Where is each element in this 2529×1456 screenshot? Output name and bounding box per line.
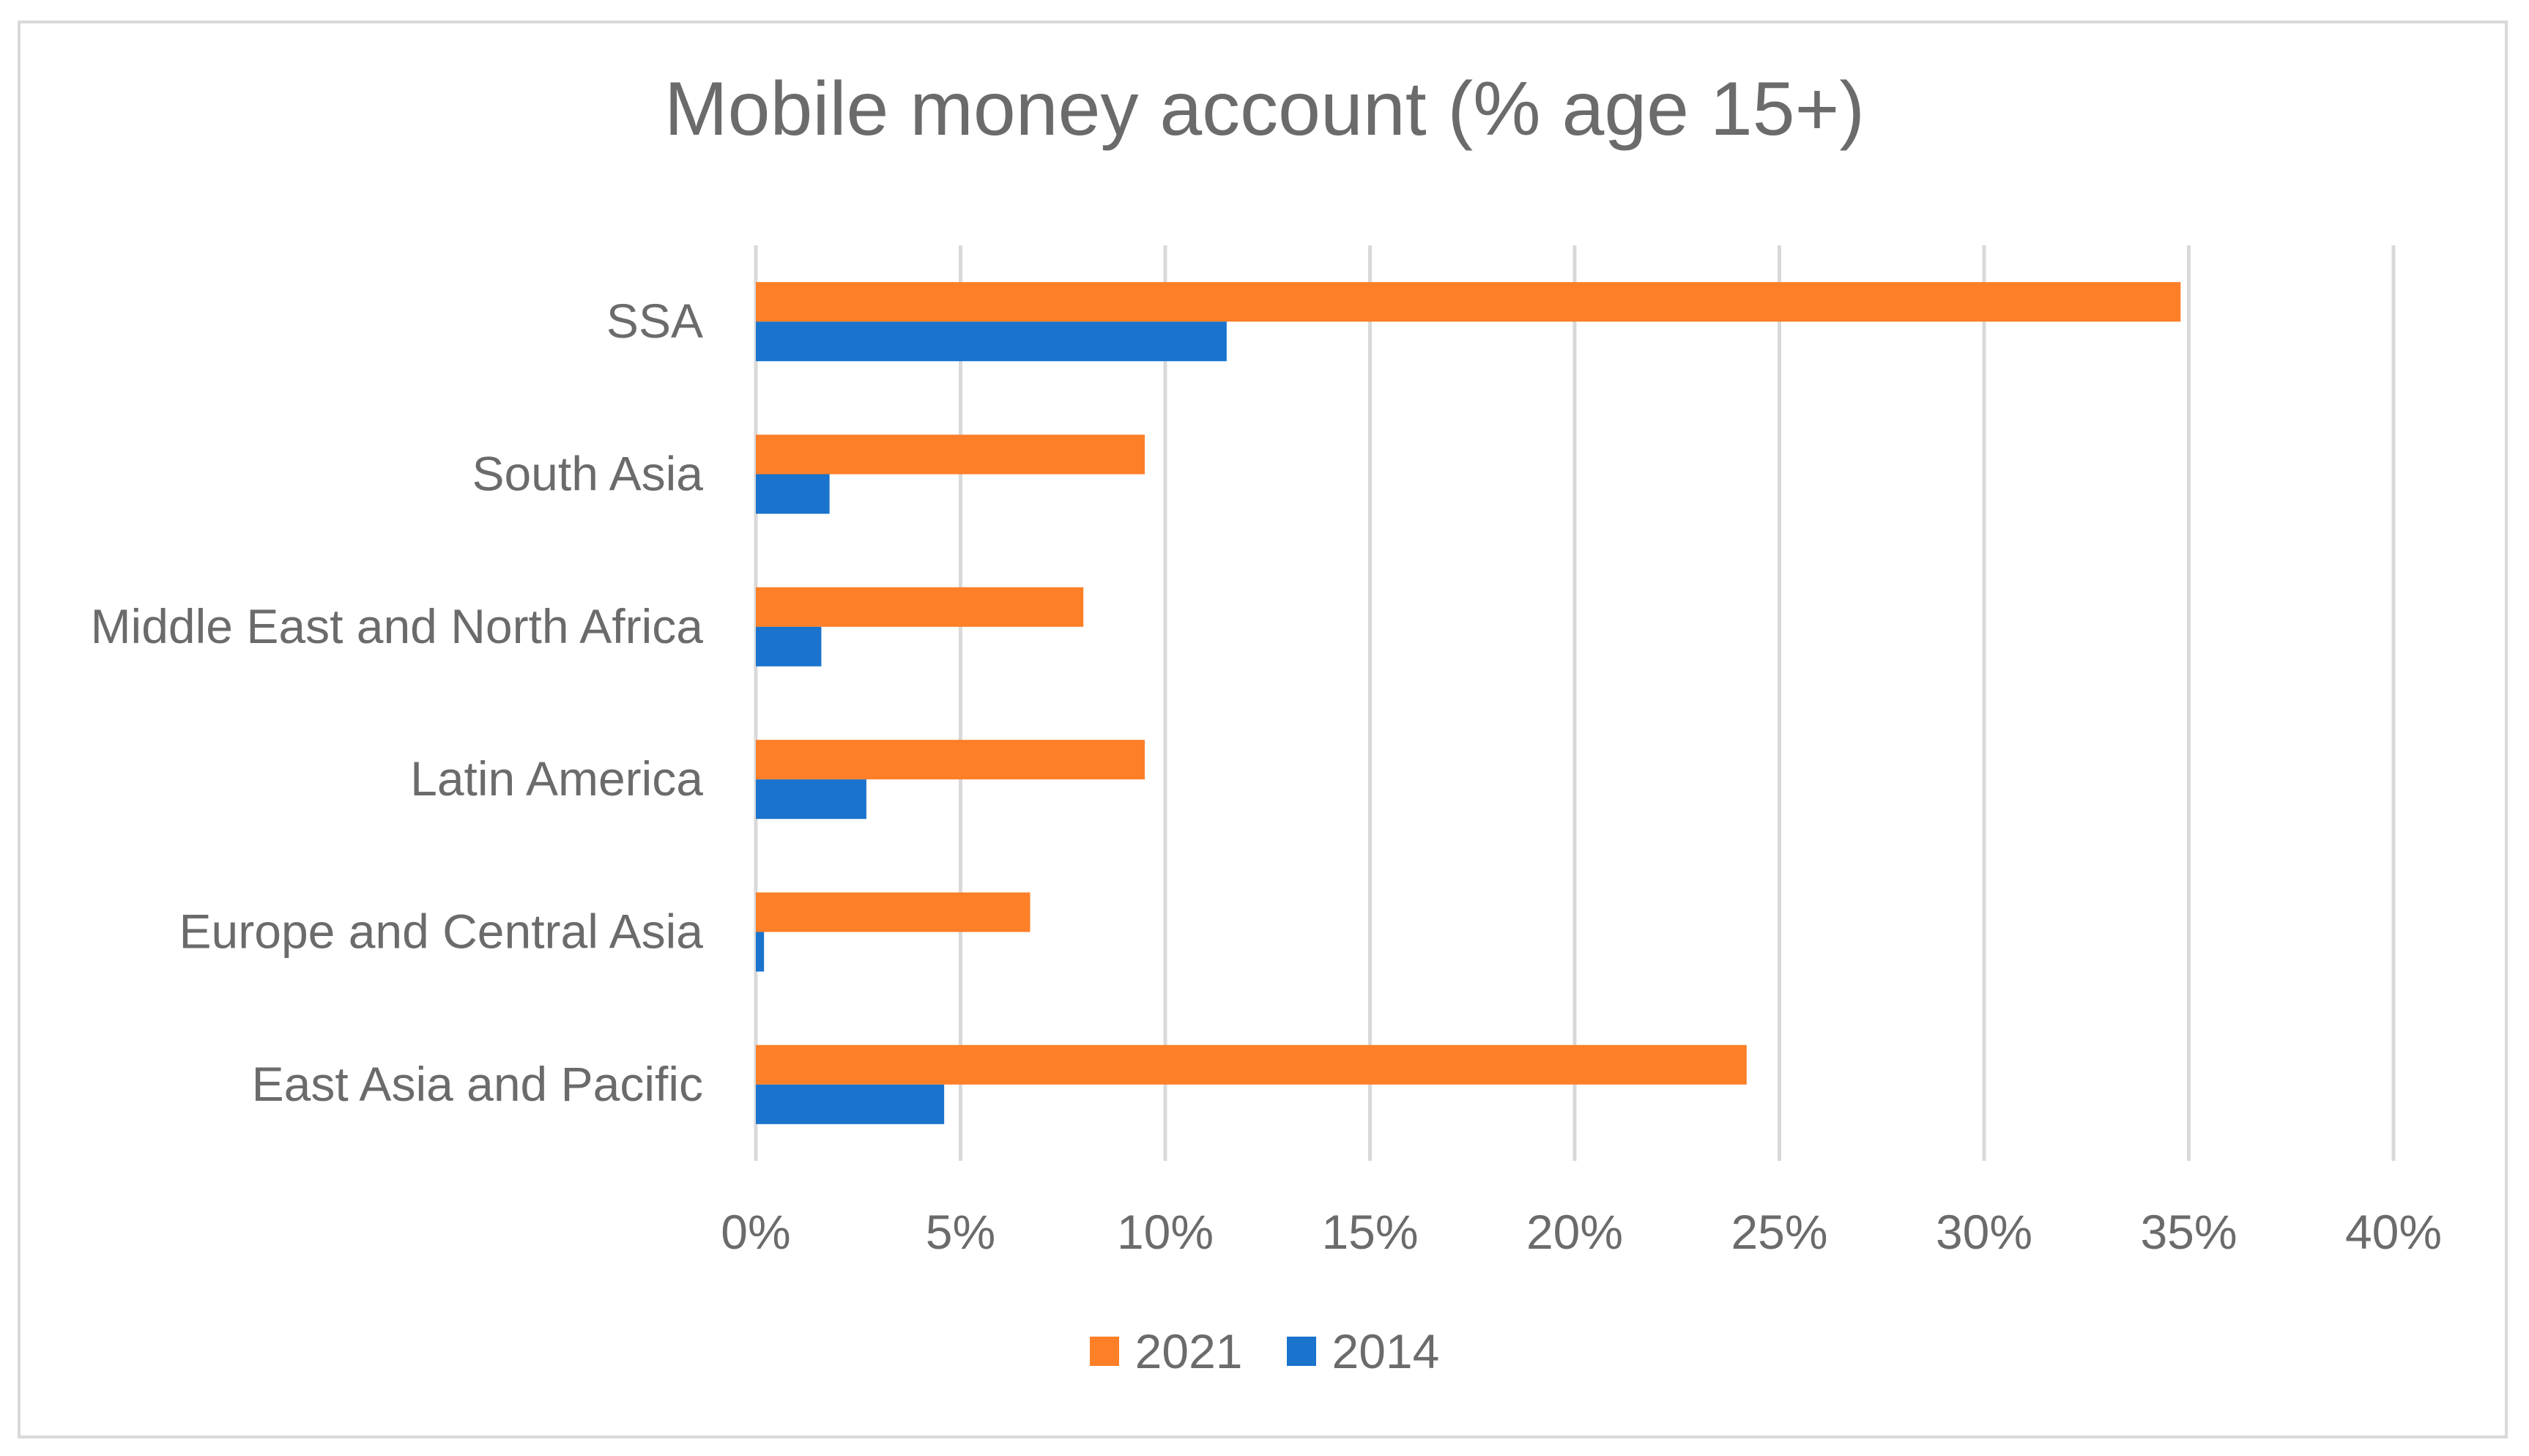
legend-swatch-2021 bbox=[1089, 1337, 1119, 1366]
bar-2021-5 bbox=[756, 1044, 1747, 1085]
x-tick-label: 30% bbox=[1936, 1205, 2032, 1259]
category-label: Middle East and North Africa bbox=[91, 599, 704, 653]
bars bbox=[756, 282, 2181, 1124]
bar-2021-1 bbox=[756, 434, 1145, 475]
category-label: Europe and Central Asia bbox=[179, 905, 704, 959]
chart-frame bbox=[18, 21, 2508, 1438]
gridlines bbox=[754, 245, 2396, 1161]
x-tick-label: 35% bbox=[2140, 1205, 2237, 1259]
legend-label-2021: 2021 bbox=[1134, 1324, 1243, 1378]
x-tick-label: 0% bbox=[721, 1205, 790, 1259]
x-tick-label: 40% bbox=[2345, 1205, 2442, 1259]
category-label: East Asia and Pacific bbox=[252, 1057, 703, 1111]
x-tick-labels: 0% 5% 10% 15% 20% 25% 30% 35% 40% bbox=[721, 1205, 2442, 1259]
bar-2014-0 bbox=[756, 322, 1227, 362]
category-label: South Asia bbox=[472, 447, 703, 501]
x-tick-label: 15% bbox=[1321, 1205, 1418, 1259]
x-tick-label: 25% bbox=[1731, 1205, 1827, 1259]
bar-2014-5 bbox=[756, 1084, 945, 1124]
bar-2014-4 bbox=[756, 932, 765, 972]
legend-label-2014: 2014 bbox=[1332, 1324, 1440, 1378]
legend-swatch-2014 bbox=[1286, 1337, 1316, 1366]
bar-2021-2 bbox=[756, 587, 1084, 627]
bar-2014-2 bbox=[756, 626, 822, 666]
legend-item-2014: 2014 bbox=[1286, 1323, 1440, 1379]
legend-item-2021: 2021 bbox=[1089, 1323, 1243, 1379]
bar-2021-3 bbox=[756, 740, 1145, 780]
legend: 2021 2014 bbox=[0, 1318, 2529, 1384]
chart-title: Mobile money account (% age 15+) bbox=[664, 67, 1865, 152]
bar-2021-0 bbox=[756, 282, 2181, 322]
bar-2021-4 bbox=[756, 892, 1030, 932]
bar-2014-3 bbox=[756, 779, 866, 820]
x-tick-label: 20% bbox=[1526, 1205, 1623, 1259]
bar-2014-1 bbox=[756, 474, 830, 514]
x-tick-label: 5% bbox=[926, 1205, 995, 1259]
x-tick-label: 10% bbox=[1117, 1205, 1214, 1259]
category-label: SSA bbox=[606, 294, 703, 348]
category-label: Latin America bbox=[410, 751, 703, 806]
category-labels: SSA South Asia Middle East and North Afric… bbox=[91, 294, 704, 1111]
